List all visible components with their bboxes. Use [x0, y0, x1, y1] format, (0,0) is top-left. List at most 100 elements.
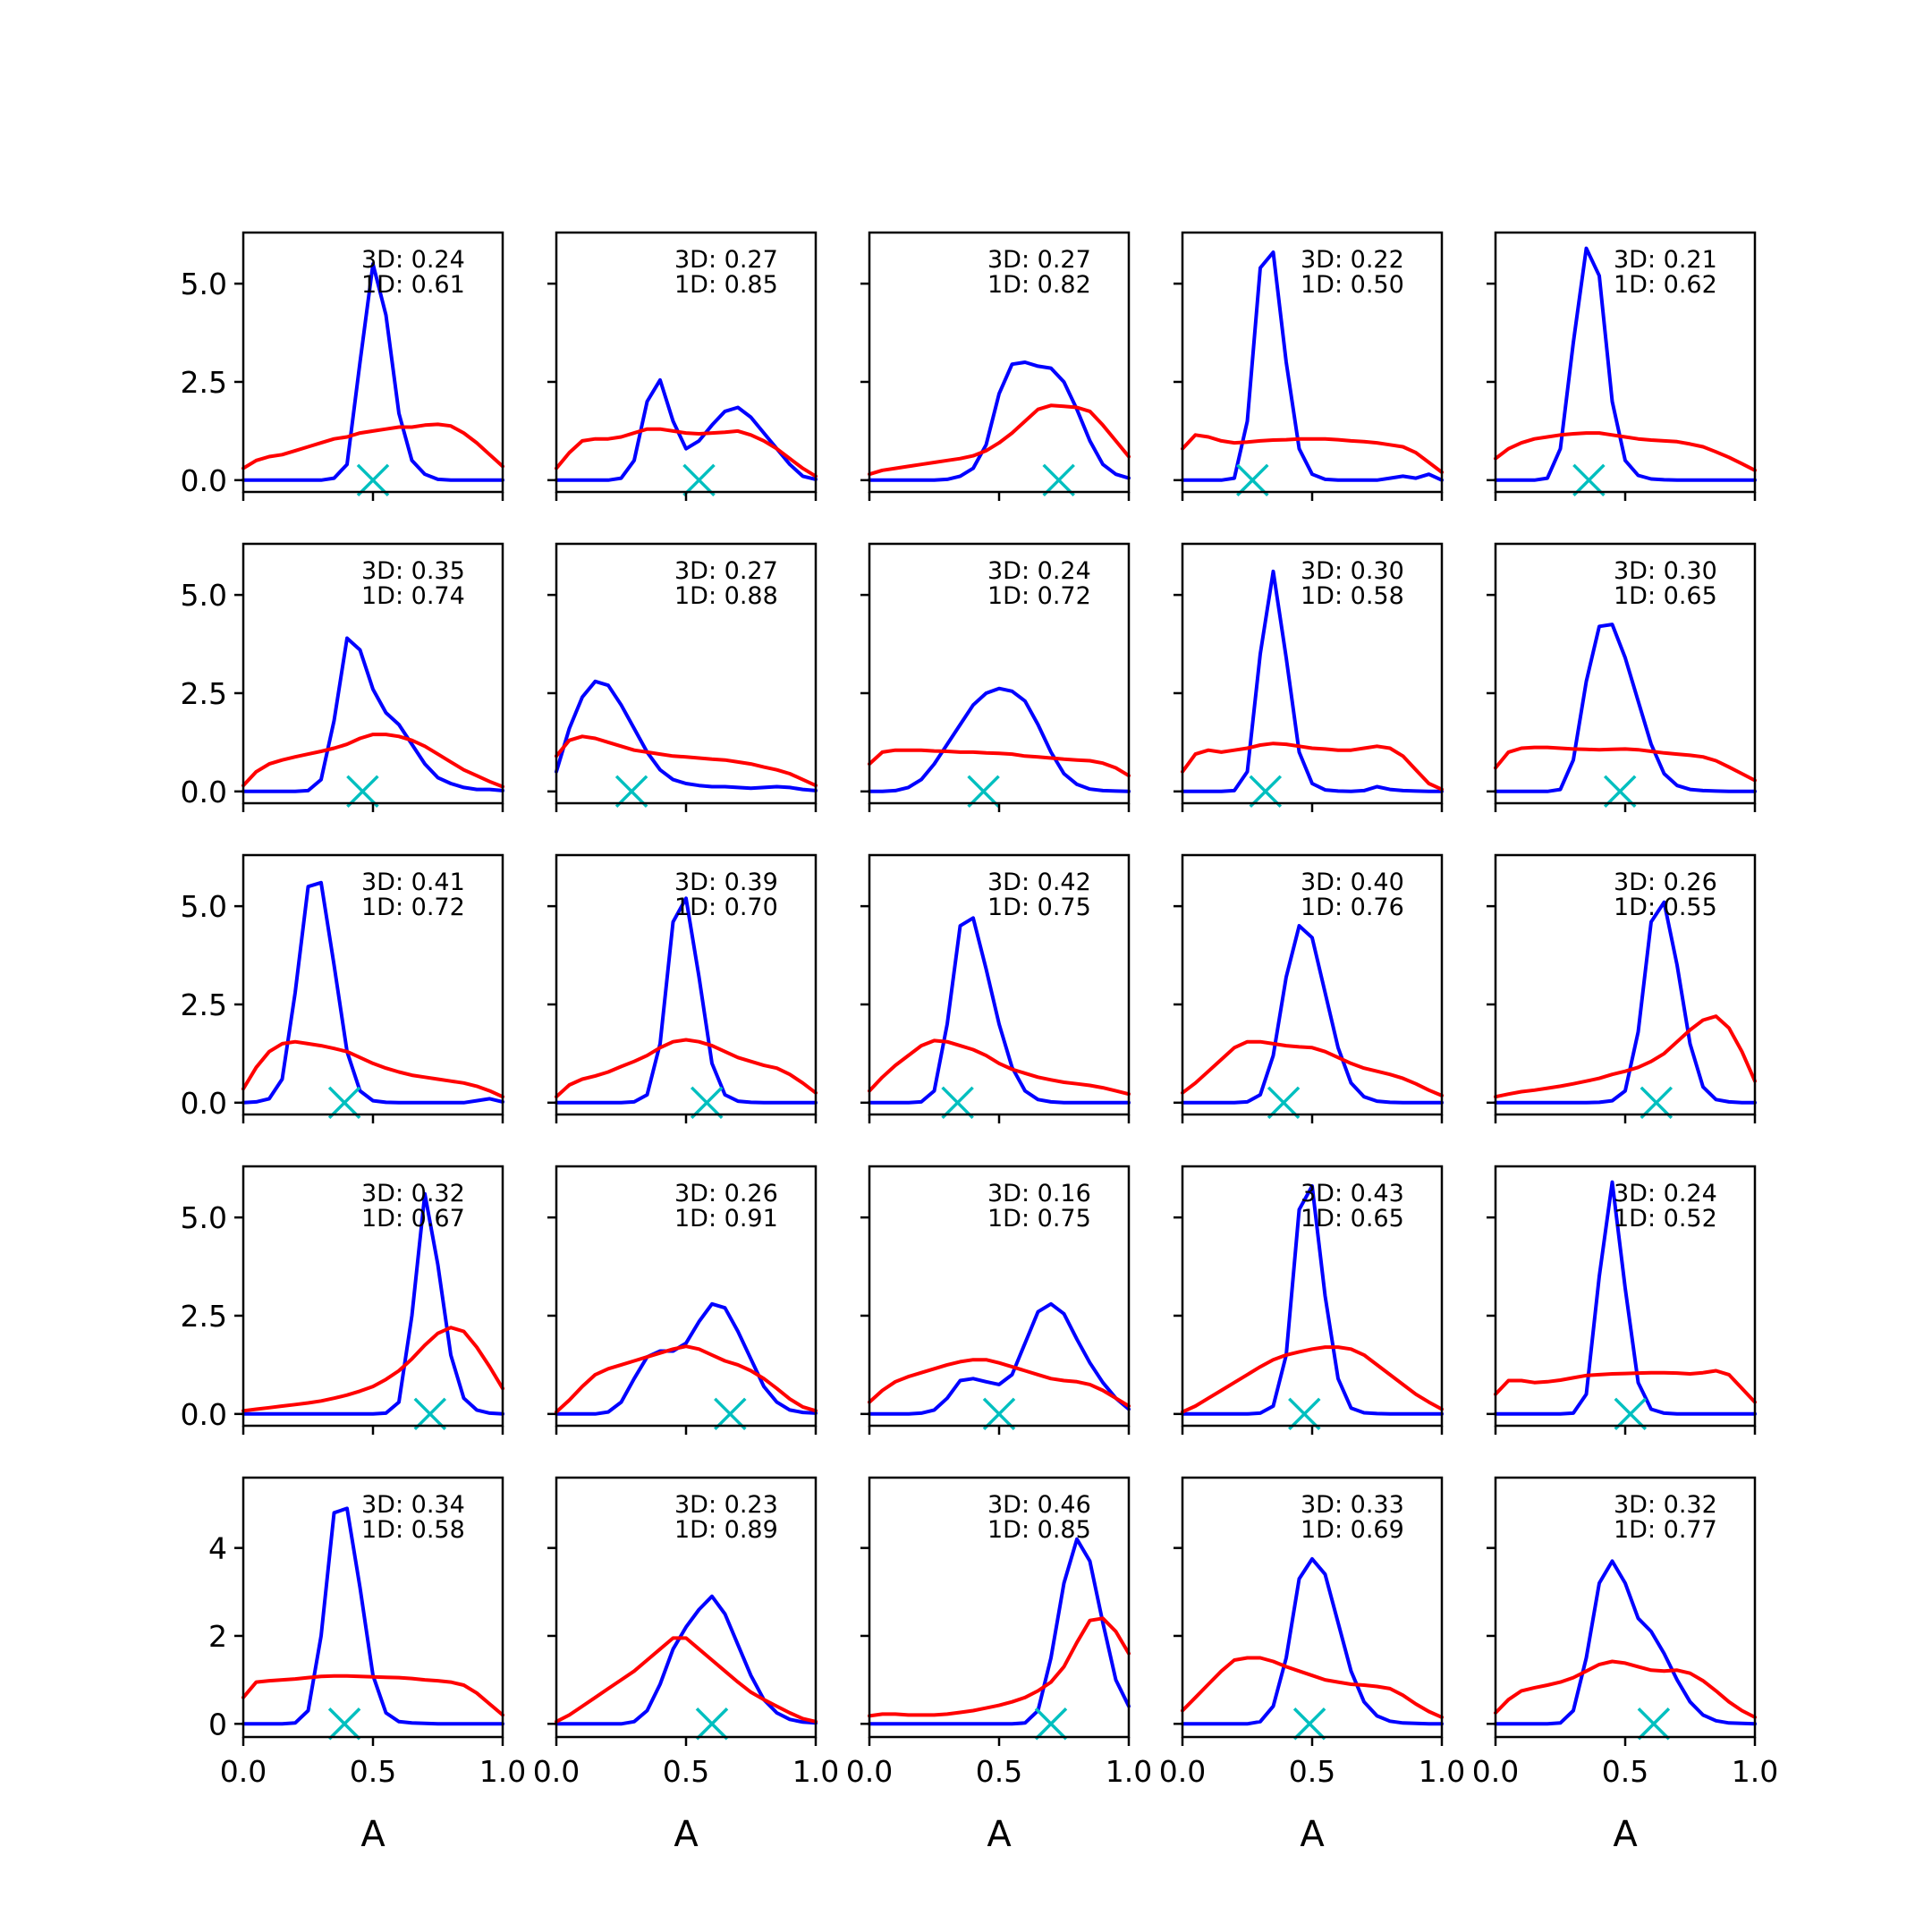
subplot-1-5: 3D: 0.211D: 0.62 — [1487, 233, 1755, 501]
red-curve — [1182, 1042, 1442, 1096]
score-1d-label: 1D: 0.75 — [987, 894, 1091, 921]
blue-curve — [1182, 1559, 1442, 1724]
red-curve — [869, 1040, 1129, 1094]
subplot-3-2: 3D: 0.391D: 0.70 — [547, 855, 816, 1123]
score-3d-label: 3D: 0.27 — [987, 246, 1091, 274]
x-marker — [1268, 1088, 1299, 1118]
score-3d-label: 3D: 0.32 — [1614, 1491, 1717, 1519]
x-tick-label: 1.0 — [1419, 1754, 1465, 1789]
score-1d-label: 1D: 0.58 — [1301, 582, 1404, 610]
subplot-2-5: 3D: 0.301D: 0.65 — [1487, 544, 1755, 812]
red-curve — [1182, 1347, 1442, 1412]
x-marker — [347, 776, 377, 807]
score-3d-label: 3D: 0.23 — [674, 1491, 778, 1519]
red-curve — [556, 1638, 816, 1721]
score-3d-label: 3D: 0.35 — [361, 557, 465, 585]
y-tick-label: 2.5 — [181, 1299, 227, 1334]
x-tick-label: 0.0 — [220, 1754, 267, 1789]
x-marker — [329, 1708, 360, 1739]
x-marker — [329, 1088, 360, 1118]
x-marker — [684, 465, 715, 496]
red-curve — [1182, 435, 1442, 472]
score-1d-label: 1D: 0.76 — [1301, 894, 1404, 921]
score-1d-label: 1D: 0.75 — [987, 1205, 1091, 1233]
score-3d-label: 3D: 0.33 — [1301, 1491, 1404, 1519]
score-1d-label: 1D: 0.89 — [674, 1516, 778, 1544]
x-marker — [358, 465, 388, 496]
red-curve — [1496, 433, 1755, 470]
y-tick-label: 5.0 — [181, 889, 227, 924]
score-1d-label: 1D: 0.88 — [674, 582, 778, 610]
score-3d-label: 3D: 0.40 — [1301, 869, 1404, 896]
x-tick-label: 0.5 — [663, 1754, 709, 1789]
score-1d-label: 1D: 0.69 — [1301, 1516, 1404, 1544]
score-1d-label: 1D: 0.67 — [361, 1205, 465, 1233]
x-tick-label: 0.5 — [1289, 1754, 1335, 1789]
score-1d-label: 1D: 0.65 — [1614, 582, 1717, 610]
red-curve — [556, 1040, 816, 1097]
score-1d-label: 1D: 0.55 — [1614, 894, 1717, 921]
score-1d-label: 1D: 0.50 — [1301, 271, 1404, 299]
y-tick-label: 2.5 — [181, 676, 227, 711]
score-3d-label: 3D: 0.16 — [987, 1180, 1091, 1208]
score-1d-label: 1D: 0.52 — [1614, 1205, 1717, 1233]
x-marker — [1250, 776, 1281, 807]
x-tick-label: 1.0 — [1732, 1754, 1778, 1789]
score-1d-label: 1D: 0.62 — [1614, 271, 1717, 299]
y-tick-label: 5.0 — [181, 1200, 227, 1235]
blue-curve — [869, 1539, 1129, 1724]
x-marker — [1294, 1708, 1325, 1739]
y-tick-label: 4 — [208, 1531, 227, 1566]
score-3d-label: 3D: 0.42 — [987, 869, 1091, 896]
score-3d-label: 3D: 0.24 — [987, 557, 1091, 585]
blue-curve — [556, 898, 816, 1103]
x-tick-label: 0.5 — [1602, 1754, 1648, 1789]
y-tick-label: 0 — [208, 1707, 227, 1741]
score-1d-label: 1D: 0.70 — [674, 894, 778, 921]
score-3d-label: 3D: 0.27 — [674, 246, 778, 274]
score-1d-label: 1D: 0.85 — [987, 1516, 1091, 1544]
x-tick-label: 0.0 — [533, 1754, 580, 1789]
score-3d-label: 3D: 0.22 — [1301, 246, 1404, 274]
x-marker — [984, 1399, 1014, 1429]
red-curve — [1496, 748, 1755, 781]
score-3d-label: 3D: 0.30 — [1614, 557, 1717, 585]
y-tick-label: 5.0 — [181, 578, 227, 613]
score-3d-label: 3D: 0.24 — [1614, 1180, 1717, 1208]
y-tick-label: 0.0 — [181, 1397, 227, 1432]
red-curve — [243, 734, 503, 786]
x-tick-label: 0.0 — [1159, 1754, 1206, 1789]
x-tick-label: 1.0 — [1106, 1754, 1152, 1789]
x-marker — [1573, 465, 1604, 496]
subplot-5-2: 0.0 0.5 1.0A3D: 0.231D: 0.89 — [533, 1478, 839, 1855]
score-3d-label: 3D: 0.30 — [1301, 557, 1404, 585]
subplot-4-4: 3D: 0.431D: 0.65 — [1174, 1166, 1442, 1435]
subplot-4-1: 0.0 2.5 5.0 3D: 0.321D: 0.67 — [181, 1166, 503, 1435]
x-marker — [969, 776, 999, 807]
red-curve — [1496, 1371, 1755, 1402]
score-3d-label: 3D: 0.39 — [674, 869, 778, 896]
x-axis-label: A — [1300, 1814, 1325, 1855]
score-3d-label: 3D: 0.21 — [1614, 246, 1717, 274]
blue-curve — [869, 918, 1129, 1103]
blue-curve — [869, 689, 1129, 792]
score-3d-label: 3D: 0.32 — [361, 1180, 465, 1208]
score-1d-label: 1D: 0.74 — [361, 582, 465, 610]
subplot-2-4: 3D: 0.301D: 0.58 — [1174, 544, 1442, 812]
score-3d-label: 3D: 0.41 — [361, 869, 465, 896]
red-curve — [1496, 1662, 1755, 1717]
blue-curve — [1496, 1561, 1755, 1724]
x-marker — [1639, 1708, 1669, 1739]
x-marker — [415, 1399, 445, 1429]
score-1d-label: 1D: 0.91 — [674, 1205, 778, 1233]
